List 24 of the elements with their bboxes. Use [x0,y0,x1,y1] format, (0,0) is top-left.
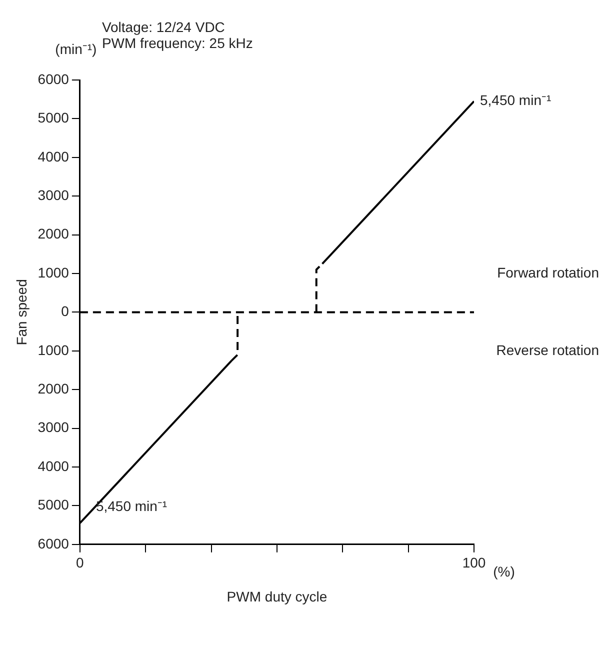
x-axis-title: PWM duty cycle [226,588,328,604]
text: Voltage: 12/24 VDC [102,18,225,35]
y-tick-label: 5000 [38,496,70,513]
y-tick-label: 2000 [38,226,70,242]
y-tick-label: 4000 [38,458,70,474]
y-tick-label: 5000 [38,110,70,126]
annotation: 5,450 min⁻¹ [480,92,552,108]
y-tick-label: 0 [61,303,70,320]
y-tick-label: 1000 [38,342,70,358]
y-tick-label: 2000 [38,380,70,396]
y-tick-label: 3000 [38,419,70,436]
y-tick-label: 3000 [38,186,70,203]
y-axis-title: Fan speed [13,279,30,346]
y-tick-label: 6000 [38,70,70,87]
text: Reverse rotation [496,342,599,358]
text: (%) [493,563,515,580]
text: PWM frequency: 25 kHz [102,34,253,51]
y-tick-label: 6000 [38,535,70,552]
annotation: 5,450 min⁻¹ [96,498,168,514]
text: Forward rotation [497,264,599,280]
text: (min⁻¹) [55,40,97,57]
x-tick-label: 100 [462,554,486,571]
y-tick-label: 4000 [38,148,70,164]
y-tick-label: 1000 [38,264,70,280]
